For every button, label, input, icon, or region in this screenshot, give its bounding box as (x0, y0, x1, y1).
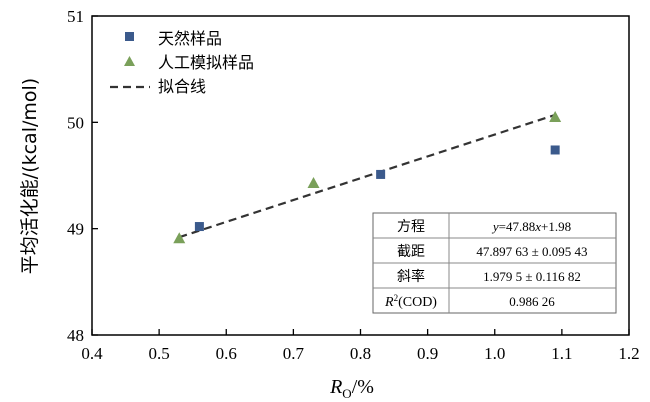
point-natural-sample (194, 222, 204, 232)
y-tick-label: 48 (67, 326, 84, 345)
y-axis: 48 49 50 51 (67, 7, 98, 345)
legend-label-fit: 拟合线 (158, 77, 206, 96)
stats-label-intercept: 截距 (397, 244, 425, 260)
point-artificial-sample (549, 111, 562, 123)
x-tick-label: 0.5 (149, 344, 170, 363)
x-tick-label: 0.8 (350, 344, 371, 363)
x-tick-label: 1.2 (618, 344, 639, 363)
point-artificial-sample (173, 232, 186, 244)
x-tick-label: 1.1 (551, 344, 572, 363)
x-axis-label-unit: /% (352, 376, 374, 398)
x-tick-label: 0.6 (216, 344, 237, 363)
fit-line-group (178, 113, 556, 239)
x-axis: 0.4 0.5 0.6 0.7 0.8 0.9 1.0 1.1 1.2 (81, 329, 640, 363)
point-natural-sample (376, 169, 386, 179)
data-points (173, 111, 562, 244)
stats-value-r2: 0.986 26 (509, 294, 555, 309)
x-tick-label: 0.9 (417, 344, 438, 363)
point-natural-sample (550, 145, 560, 155)
y-tick-label: 50 (67, 113, 84, 132)
legend-marker-artificial (124, 56, 135, 66)
x-axis-label-var: R (329, 376, 342, 398)
stats-label-equation: 方程 (397, 219, 425, 235)
y-tick-label: 51 (67, 7, 84, 26)
legend-marker-natural (125, 32, 134, 41)
stats-value-slope: 1.979 5 ± 0.116 82 (483, 269, 581, 284)
x-tick-label: 0.7 (283, 344, 305, 363)
stats-value-intercept: 47.897 63 ± 0.095 43 (476, 244, 587, 259)
x-tick-label: 0.4 (81, 344, 103, 363)
x-axis-label: RO/% (329, 376, 374, 401)
legend-label-natural: 天然样品 (158, 29, 222, 48)
legend-label-artificial: 人工模拟样品 (158, 53, 254, 72)
y-axis-label: 平均活化能/(kcal/mol) (19, 78, 41, 274)
x-tick-label: 1.0 (484, 344, 505, 363)
stats-label-slope: 斜率 (397, 268, 425, 285)
y-tick-label: 49 (67, 220, 84, 239)
stats-value-equation: y=47.88x+1.98 (491, 219, 571, 234)
point-artificial-sample (307, 176, 320, 188)
fit-line (178, 113, 556, 239)
stats-table: 方程 截距 斜率 R2(COD) y=47.88x+1.98 47.897 63… (372, 212, 617, 314)
x-axis-label-sub: O (342, 386, 351, 401)
legend: 天然样品 人工模拟样品 拟合线 (110, 29, 254, 96)
stats-label-r2: R2(COD) (384, 293, 437, 310)
